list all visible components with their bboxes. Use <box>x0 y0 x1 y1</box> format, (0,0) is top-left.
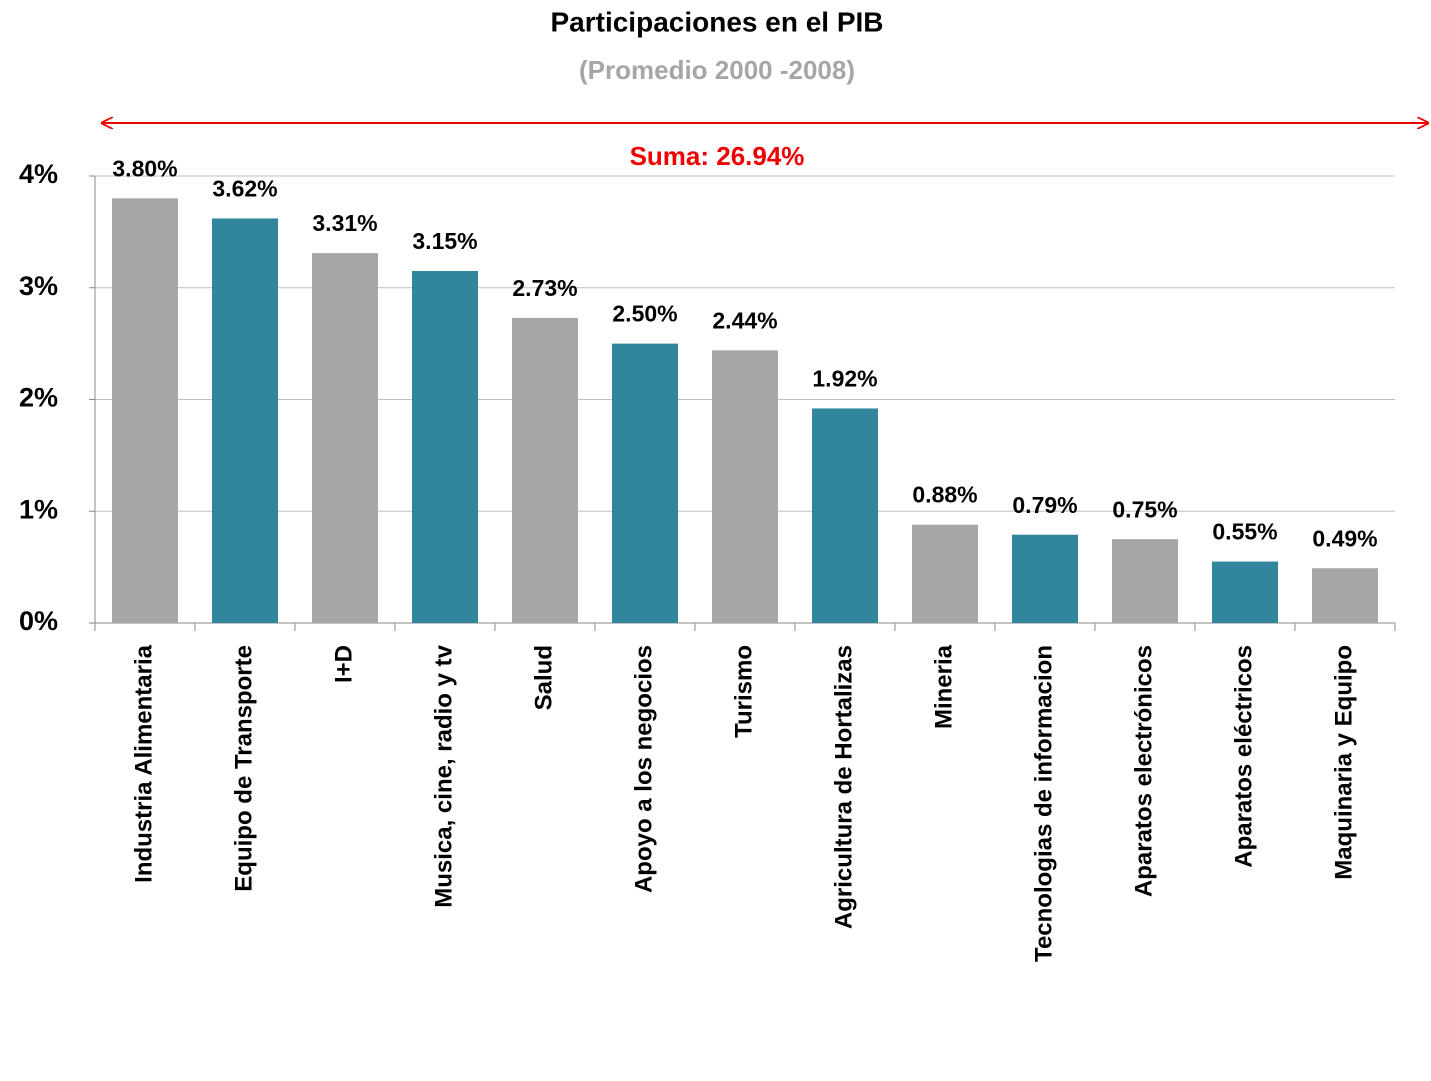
x-tick-label: Turismo <box>730 645 757 738</box>
x-tick-label: Salud <box>530 645 557 710</box>
x-tick-label: Aparatos eléctricos <box>1230 645 1257 868</box>
bar <box>1312 568 1378 623</box>
data-label: 0.79% <box>1012 492 1077 518</box>
bar <box>1012 534 1078 623</box>
data-label: 0.88% <box>912 482 977 508</box>
data-label: 2.50% <box>612 301 677 327</box>
x-tick-label: Musica, cine, radio y tv <box>430 644 457 907</box>
annotation: Suma: 26.94% <box>630 141 805 171</box>
bar <box>1212 561 1278 623</box>
data-label: 3.15% <box>412 228 477 254</box>
bar <box>312 253 378 624</box>
x-tick-label: Industria Alimentaria <box>130 644 157 882</box>
y-tick-label: 3% <box>19 271 58 301</box>
bar <box>912 524 978 623</box>
data-label: 3.62% <box>212 176 277 202</box>
data-label: 3.31% <box>312 210 377 236</box>
y-tick-label: 2% <box>19 383 58 413</box>
x-tick-label: Agricultura de Hortalizas <box>830 645 857 929</box>
x-tick-label: Apoyo a los negocios <box>630 645 657 893</box>
data-label: 0.75% <box>1112 496 1177 522</box>
bar <box>112 198 178 623</box>
x-tick-label: Aparatos electrónicos <box>1130 645 1157 897</box>
data-label: 3.80% <box>112 155 177 181</box>
chart-subtitle: (Promedio 2000 -2008) <box>579 55 855 85</box>
bar <box>712 350 778 623</box>
data-label: 1.92% <box>812 366 877 392</box>
bar <box>212 218 278 623</box>
bar <box>1112 539 1178 623</box>
chart-title: Participaciones en el PIB <box>550 6 883 37</box>
y-tick-label: 1% <box>19 494 58 524</box>
x-tick-label: Mineria <box>930 644 957 729</box>
x-tick-label: Maquinaria y Equipo <box>1330 645 1357 880</box>
bar <box>812 408 878 623</box>
x-tick-label: Tecnologias de informacion <box>1030 645 1057 962</box>
y-tick-label: 0% <box>19 606 58 636</box>
data-label: 2.73% <box>512 275 577 301</box>
bar <box>412 270 478 623</box>
data-label: 0.55% <box>1212 519 1277 545</box>
y-tick-label: 4% <box>19 159 58 189</box>
bar <box>612 343 678 623</box>
x-tick-label: I+D <box>330 645 357 683</box>
x-tick-label: Equipo de Transporte <box>230 645 257 892</box>
bar <box>512 317 578 623</box>
data-label: 2.44% <box>712 307 777 333</box>
data-label: 0.49% <box>1312 525 1377 551</box>
